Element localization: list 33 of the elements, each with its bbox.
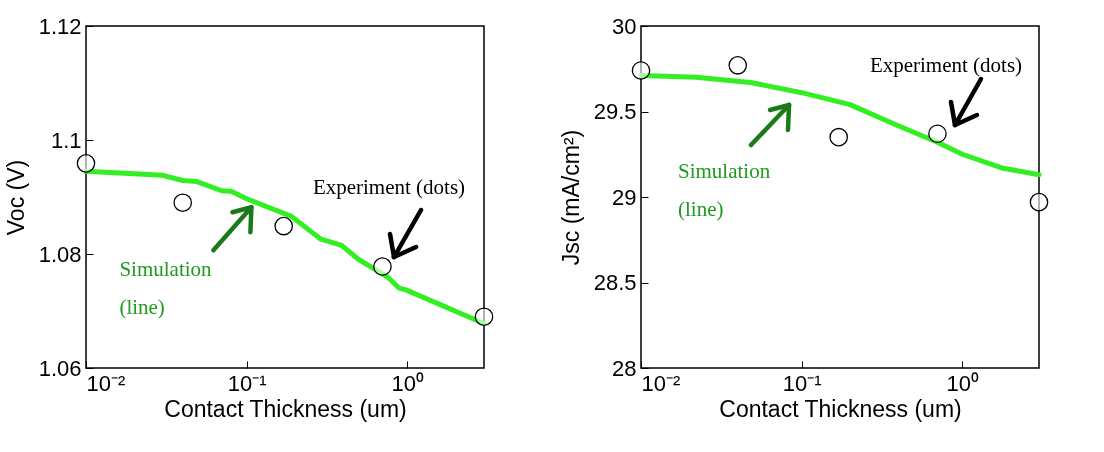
point xyxy=(631,61,651,80)
y-tick-label: 28 xyxy=(612,355,637,381)
x-tick-label: 10⁻¹ xyxy=(782,370,822,396)
point xyxy=(76,154,96,173)
x-tick-label: 10⁰ xyxy=(391,370,425,396)
x-axis-title: Contact Thickness (um) xyxy=(164,395,407,422)
y-tick-label: 1.08 xyxy=(38,241,82,267)
point xyxy=(829,127,849,147)
point xyxy=(274,216,294,236)
point xyxy=(474,307,494,326)
point xyxy=(728,56,748,75)
x-tick-label: 10⁰ xyxy=(946,370,980,396)
annotation: Experiment (dots) xyxy=(312,175,466,199)
point xyxy=(373,257,392,276)
y-tick-label: 1.12 xyxy=(38,13,82,39)
annotation: Simulation (line) xyxy=(119,257,213,320)
y-tick-label: 28.5 xyxy=(593,270,637,295)
annotation: Simulation (line) xyxy=(678,159,771,221)
point xyxy=(928,124,947,144)
y-tick-label: 29.5 xyxy=(593,99,637,124)
y-tick-label: 1.1 xyxy=(50,127,82,153)
point xyxy=(1029,192,1049,212)
y-axis-title: Voc (V) xyxy=(2,159,29,236)
x-tick-label: 10⁻² xyxy=(86,370,126,396)
x-tick-label: 10⁻¹ xyxy=(227,370,267,396)
y-axis-title: Jsc (mA/cm²) xyxy=(557,129,584,266)
annotation: Experiment (dots) xyxy=(869,53,1023,77)
y-tick-label: 30 xyxy=(612,13,637,39)
x-tick-label: 10⁻² xyxy=(641,370,681,396)
x-axis-title: Contact Thickness (um) xyxy=(719,395,962,422)
y-tick-label: 1.06 xyxy=(38,355,82,381)
point xyxy=(173,193,193,212)
y-tick-label: 29 xyxy=(612,184,637,210)
